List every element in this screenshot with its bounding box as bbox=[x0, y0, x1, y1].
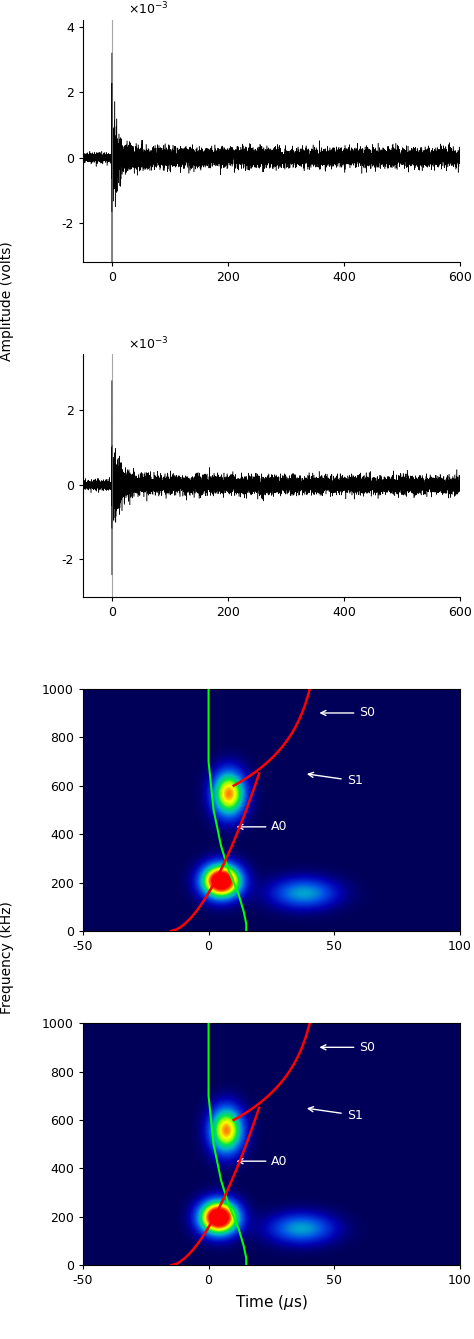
Text: S1: S1 bbox=[308, 1107, 363, 1122]
Text: A0: A0 bbox=[238, 1154, 288, 1168]
Text: $\times10^{-3}$: $\times10^{-3}$ bbox=[128, 335, 169, 352]
Text: $\times10^{-3}$: $\times10^{-3}$ bbox=[128, 1, 169, 17]
X-axis label: Time ($\mu$s): Time ($\mu$s) bbox=[235, 1293, 308, 1312]
Text: S0: S0 bbox=[321, 1040, 375, 1054]
Text: Amplitude (volts): Amplitude (volts) bbox=[0, 241, 14, 362]
Text: Frequency (kHz): Frequency (kHz) bbox=[0, 901, 14, 1014]
Text: S1: S1 bbox=[308, 773, 363, 787]
Text: S0: S0 bbox=[321, 707, 375, 719]
Text: A0: A0 bbox=[238, 821, 288, 833]
